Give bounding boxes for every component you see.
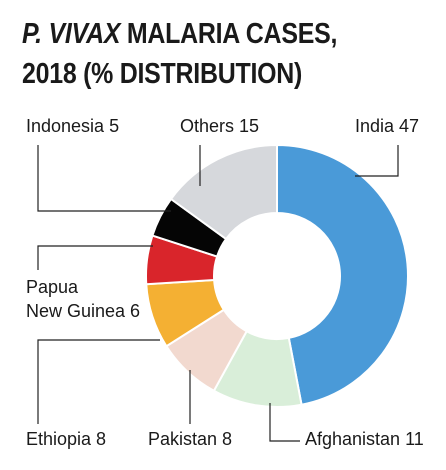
label-png-line2: New Guinea 6 (26, 301, 141, 321)
label-png-line1: Papua (26, 277, 79, 297)
leader-png (37, 245, 153, 270)
leader-lines (37, 145, 399, 442)
title-rest-part: MALARIA CASES, (120, 18, 338, 50)
label-others: Others 15 (180, 116, 260, 136)
slice-india (276, 143, 409, 406)
slice-others (169, 143, 278, 241)
leader-indonesia (37, 145, 171, 212)
title-line-2: 2018 (% DISTRIBUTION) (22, 58, 303, 90)
label-pakistan: Pakistan 8 (148, 429, 233, 449)
chart-title: P. VIVAX MALARIA CASES, 2018 (% DISTRIBU… (22, 14, 375, 94)
leader-afghanistan (269, 403, 300, 442)
title-italic-part: P. VIVAX (22, 18, 121, 50)
title-line-1: P. VIVAX MALARIA CASES, (22, 14, 375, 54)
donut-slices (145, 143, 409, 408)
label-afghanistan: Afghanistan 11 (305, 429, 424, 449)
label-indonesia: Indonesia 5 (26, 116, 120, 136)
label-india: India 47 (355, 116, 420, 136)
leader-ethiopia (37, 339, 160, 424)
leader-india (355, 145, 399, 177)
label-ethiopia: Ethiopia 8 (26, 429, 107, 449)
